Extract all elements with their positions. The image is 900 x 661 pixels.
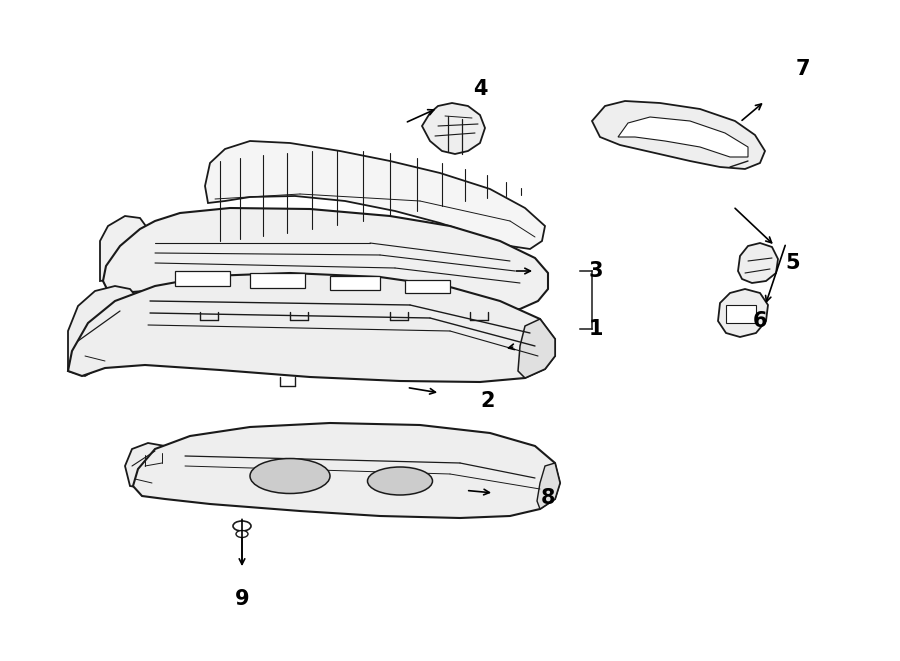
- Polygon shape: [738, 243, 778, 283]
- Text: 9: 9: [235, 589, 249, 609]
- Polygon shape: [68, 273, 555, 382]
- Bar: [405, 280, 450, 293]
- Ellipse shape: [367, 467, 433, 495]
- Text: 1: 1: [589, 319, 603, 339]
- Polygon shape: [537, 463, 560, 509]
- Bar: [330, 276, 380, 290]
- Bar: [726, 305, 756, 323]
- Polygon shape: [618, 117, 748, 157]
- Polygon shape: [718, 289, 768, 337]
- Ellipse shape: [233, 521, 251, 531]
- Text: 4: 4: [472, 79, 487, 99]
- Polygon shape: [205, 141, 545, 249]
- Polygon shape: [518, 319, 555, 378]
- Polygon shape: [592, 101, 765, 169]
- Polygon shape: [422, 103, 485, 154]
- Text: 7: 7: [796, 59, 810, 79]
- Polygon shape: [68, 286, 140, 376]
- Polygon shape: [133, 423, 560, 518]
- Text: 3: 3: [589, 261, 603, 281]
- Ellipse shape: [250, 459, 330, 494]
- Text: 2: 2: [481, 391, 495, 411]
- Polygon shape: [100, 216, 148, 281]
- Bar: [250, 273, 305, 288]
- Polygon shape: [103, 208, 548, 312]
- Text: 8: 8: [541, 488, 555, 508]
- Ellipse shape: [236, 531, 248, 537]
- Text: 6: 6: [752, 311, 767, 331]
- Bar: [175, 271, 230, 286]
- Text: 5: 5: [786, 253, 800, 273]
- Polygon shape: [125, 443, 175, 489]
